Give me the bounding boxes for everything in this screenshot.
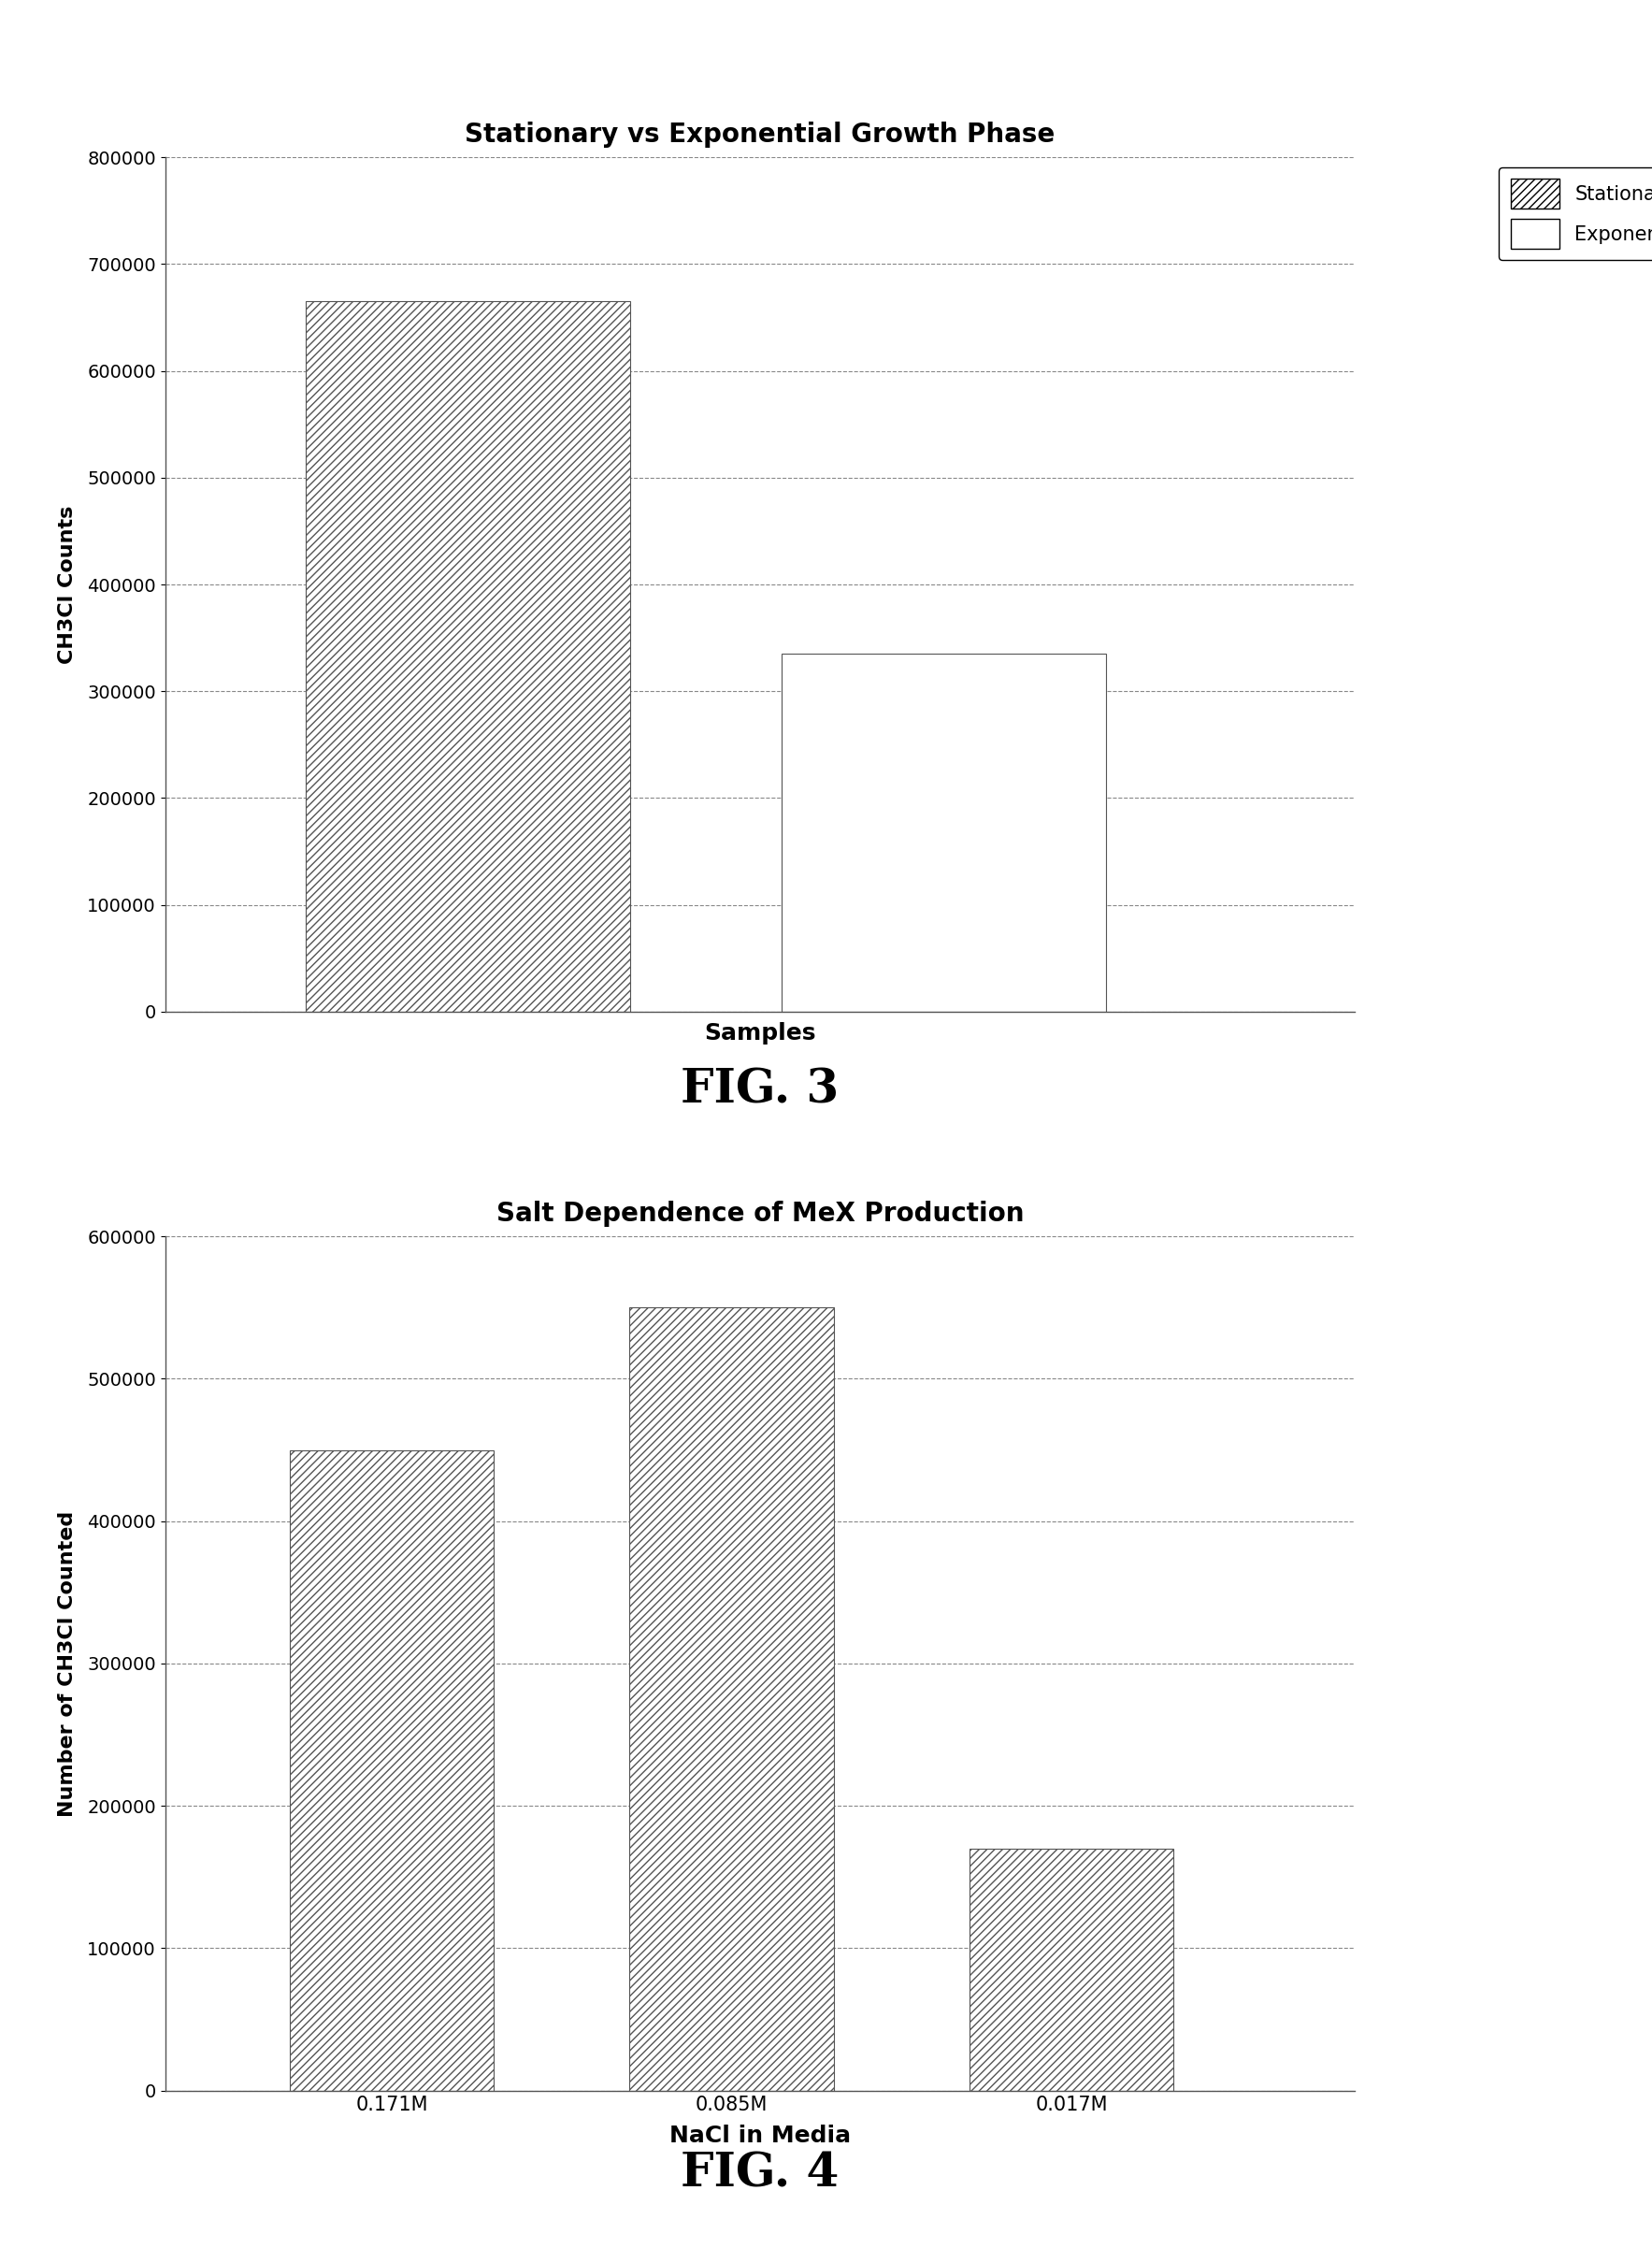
Bar — [306, 301, 629, 1012]
X-axis label: NaCl in Media: NaCl in Media — [669, 2124, 851, 2147]
Bar — [629, 1308, 834, 2091]
Bar — [781, 654, 1105, 1012]
Title: Stationary vs Exponential Growth Phase: Stationary vs Exponential Growth Phase — [464, 121, 1056, 148]
X-axis label: Samples: Samples — [704, 1023, 816, 1045]
Legend: Stationary, Exponential: Stationary, Exponential — [1498, 166, 1652, 261]
Bar — [289, 1450, 494, 2091]
Title: Salt Dependence of MeX Production: Salt Dependence of MeX Production — [496, 1200, 1024, 1227]
Y-axis label: Number of CH3Cl Counted: Number of CH3Cl Counted — [58, 1511, 76, 1816]
Bar — [970, 1848, 1173, 2091]
Text: FIG. 4: FIG. 4 — [681, 2151, 839, 2196]
Text: FIG. 3: FIG. 3 — [681, 1068, 839, 1113]
Y-axis label: CH3Cl Counts: CH3Cl Counts — [58, 506, 76, 663]
